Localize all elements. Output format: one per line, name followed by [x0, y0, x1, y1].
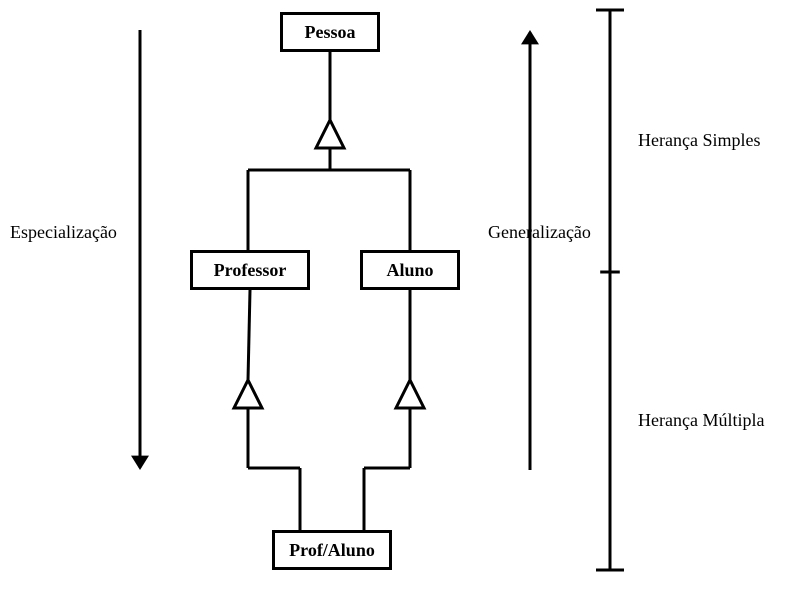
node-aluno: Aluno — [360, 250, 460, 290]
label-heranca-multipla: Herança Múltipla — [638, 410, 764, 431]
node-profaluno: Prof/Aluno — [272, 530, 392, 570]
node-pessoa: Pessoa — [280, 12, 380, 52]
node-professor-label: Professor — [214, 260, 287, 281]
node-aluno-label: Aluno — [386, 260, 433, 281]
node-professor: Professor — [190, 250, 310, 290]
diagram-connectors — [0, 0, 800, 600]
label-especializacao: Especialização — [10, 222, 117, 243]
label-generalizacao: Generalização — [488, 222, 591, 243]
node-profaluno-label: Prof/Aluno — [289, 540, 375, 561]
node-pessoa-label: Pessoa — [305, 22, 356, 43]
label-heranca-simples: Herança Simples — [638, 130, 760, 151]
